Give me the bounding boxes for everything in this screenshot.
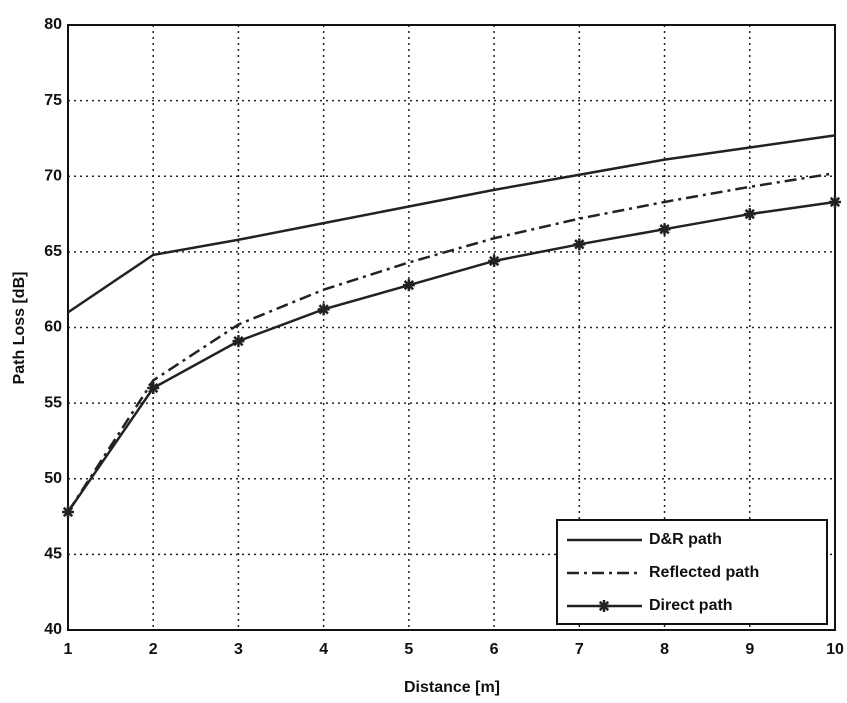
line-series [66, 171, 836, 513]
x-tick-label: 2 [149, 641, 158, 658]
line-series [67, 134, 836, 314]
x-tick-label: 3 [234, 641, 243, 658]
plot-frame [67, 24, 836, 631]
y-tick-label: 40 [44, 621, 62, 638]
legend-marker [598, 600, 610, 612]
legend-label: Reflected path [649, 564, 759, 581]
x-axis-label: Distance [m] [404, 679, 500, 696]
x-tick-label: 5 [404, 641, 413, 658]
legend-label: D&R path [649, 531, 722, 548]
point-marker [62, 506, 74, 519]
point-marker [743, 208, 756, 221]
line-series [66, 200, 836, 513]
x-tick-label: 7 [575, 641, 584, 658]
point-marker [317, 303, 330, 316]
point-marker [147, 382, 160, 394]
point-marker [488, 254, 501, 267]
legend-label: Direct path [649, 597, 733, 614]
point-marker [232, 335, 245, 348]
y-tick-label: 55 [44, 394, 62, 411]
x-tick-label: 9 [745, 641, 754, 658]
y-tick-label: 80 [44, 16, 62, 33]
x-tick-label: 8 [660, 641, 669, 658]
y-tick-label: 75 [44, 92, 62, 109]
y-tick-label: 65 [44, 243, 62, 260]
point-marker [829, 195, 841, 208]
x-tick-label: 1 [64, 641, 73, 658]
point-marker [658, 223, 671, 236]
point-marker [402, 279, 415, 292]
y-tick-label: 60 [44, 319, 62, 336]
y-axis-label: Path Loss [dB] [11, 272, 28, 385]
x-tick-label: 10 [826, 641, 844, 658]
x-tick-label: 6 [490, 641, 499, 658]
x-tick-label: 4 [319, 641, 328, 658]
point-marker [573, 238, 586, 251]
y-tick-label: 45 [44, 546, 62, 563]
y-tick-label: 50 [44, 470, 62, 487]
y-tick-label: 70 [44, 167, 62, 184]
